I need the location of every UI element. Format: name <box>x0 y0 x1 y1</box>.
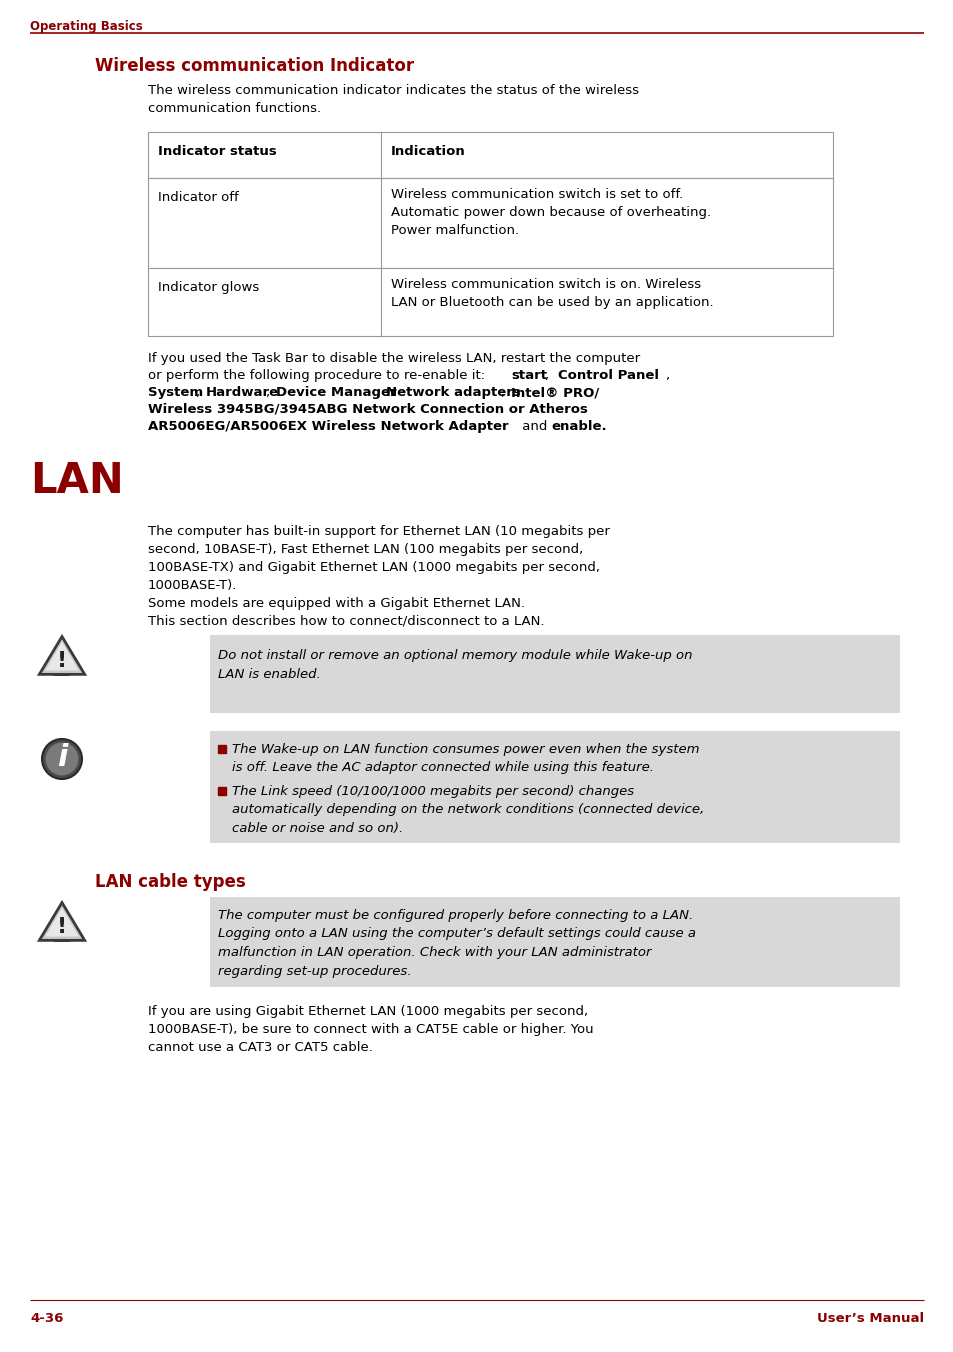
Text: AR5006EG/AR5006EX Wireless Network Adapter: AR5006EG/AR5006EX Wireless Network Adapt… <box>148 420 508 433</box>
Text: Control Panel: Control Panel <box>558 369 659 383</box>
Text: Hardware: Hardware <box>206 387 279 399</box>
Text: Wireless 3945BG/3945ABG Network Connection or Atheros: Wireless 3945BG/3945ABG Network Connecti… <box>148 403 587 416</box>
Text: ,: , <box>375 387 384 399</box>
Bar <box>218 745 226 753</box>
Polygon shape <box>45 642 79 671</box>
Text: ,: , <box>500 387 509 399</box>
Text: The Link speed (10/100/1000 megabits per second) changes
automatically depending: The Link speed (10/100/1000 megabits per… <box>232 786 703 836</box>
Bar <box>148 268 832 337</box>
Text: Wireless communication switch is set to off.
Automatic power down because of ove: Wireless communication switch is set to … <box>391 188 710 237</box>
Bar <box>210 635 899 713</box>
Text: ,: , <box>195 387 204 399</box>
Bar <box>210 731 899 844</box>
Text: If you are using Gigabit Ethernet LAN (1000 megabits per second,
1000BASE-T), be: If you are using Gigabit Ethernet LAN (1… <box>148 1005 593 1055</box>
Bar <box>210 896 899 987</box>
Text: !: ! <box>57 650 67 671</box>
Text: ,: , <box>266 387 274 399</box>
Text: !: ! <box>57 917 67 937</box>
Text: Indicator glows: Indicator glows <box>158 281 259 293</box>
Text: Indicator status: Indicator status <box>158 145 276 158</box>
Circle shape <box>42 740 82 779</box>
Circle shape <box>46 742 78 776</box>
Text: The wireless communication indicator indicates the status of the wireless
commun: The wireless communication indicator ind… <box>148 84 639 115</box>
Text: or perform the following procedure to re-enable it:: or perform the following procedure to re… <box>148 369 489 383</box>
Bar <box>148 178 832 268</box>
Text: LAN cable types: LAN cable types <box>95 873 246 891</box>
Text: Do not install or remove an optional memory module while Wake-up on
LAN is enabl: Do not install or remove an optional mem… <box>218 649 692 680</box>
Bar <box>54 673 70 676</box>
Text: The computer has built-in support for Ethernet LAN (10 megabits per
second, 10BA: The computer has built-in support for Et… <box>148 525 609 627</box>
Bar <box>218 787 226 795</box>
Text: Network adapters: Network adapters <box>386 387 520 399</box>
Text: LAN: LAN <box>30 460 124 502</box>
Text: and: and <box>517 420 551 433</box>
Text: Wireless communication switch is on. Wireless
LAN or Bluetooth can be used by an: Wireless communication switch is on. Wir… <box>391 279 713 310</box>
Text: System: System <box>148 387 203 399</box>
Text: ,: , <box>544 369 553 383</box>
Text: Operating Basics: Operating Basics <box>30 20 143 32</box>
Polygon shape <box>39 903 85 941</box>
Text: User’s Manual: User’s Manual <box>816 1311 923 1325</box>
Text: Indicator off: Indicator off <box>158 191 238 204</box>
Bar <box>148 132 832 178</box>
Polygon shape <box>39 637 85 675</box>
Text: Device Manager: Device Manager <box>275 387 396 399</box>
Text: i: i <box>56 744 67 772</box>
Text: start: start <box>511 369 546 383</box>
Text: 4-36: 4-36 <box>30 1311 63 1325</box>
Text: enable.: enable. <box>551 420 606 433</box>
Text: The Wake-up on LAN function consumes power even when the system
is off. Leave th: The Wake-up on LAN function consumes pow… <box>232 744 699 775</box>
Text: Indication: Indication <box>391 145 465 158</box>
Text: If you used the Task Bar to disable the wireless LAN, restart the computer: If you used the Task Bar to disable the … <box>148 352 639 365</box>
Bar <box>54 938 70 942</box>
Text: Wireless communication Indicator: Wireless communication Indicator <box>95 57 414 74</box>
Text: Intel® PRO/: Intel® PRO/ <box>511 387 598 399</box>
Text: The computer must be configured properly before connecting to a LAN.
Logging ont: The computer must be configured properly… <box>218 909 696 977</box>
Polygon shape <box>45 907 79 937</box>
Text: ,: , <box>664 369 668 383</box>
